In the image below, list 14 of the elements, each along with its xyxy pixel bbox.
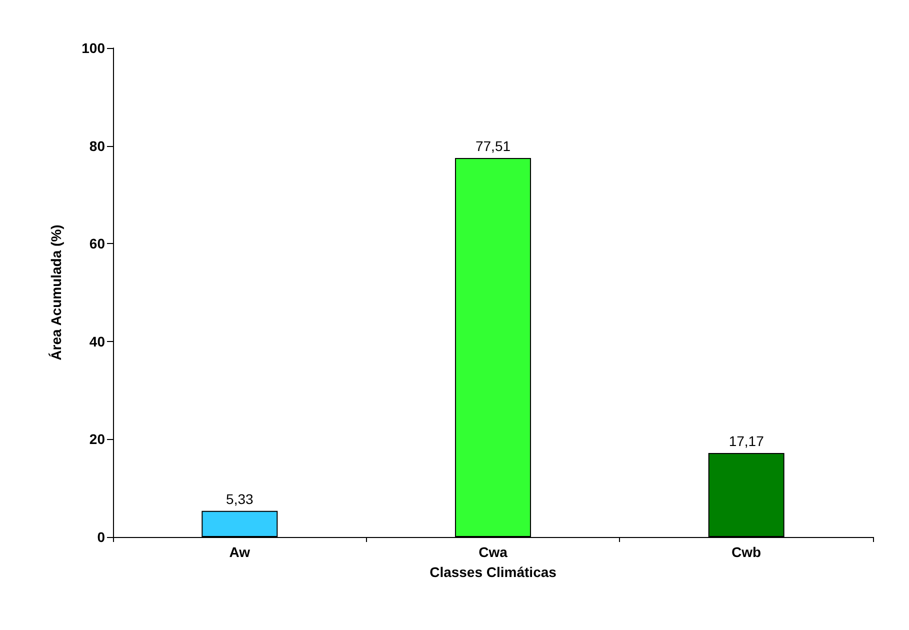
y-axis-title: Área Acumulada (%) — [48, 224, 64, 360]
x-tick-label: Cwa — [478, 544, 508, 560]
x-tick-label: Cwb — [732, 544, 762, 560]
data-label: 17,17 — [728, 433, 764, 450]
y-tick-label: 60 — [89, 236, 106, 252]
x-tick-label: Aw — [229, 544, 250, 560]
data-label: 77,51 — [475, 138, 511, 154]
x-axis-title: Classes Climáticas — [430, 564, 557, 580]
y-tick-label: 80 — [89, 138, 106, 154]
y-tick-label: 100 — [82, 40, 106, 56]
data-label: 5,33 — [226, 490, 254, 507]
y-tick-label: 20 — [89, 431, 106, 448]
y-tick-label: 40 — [89, 333, 106, 350]
y-tick-label: 0 — [97, 529, 106, 545]
